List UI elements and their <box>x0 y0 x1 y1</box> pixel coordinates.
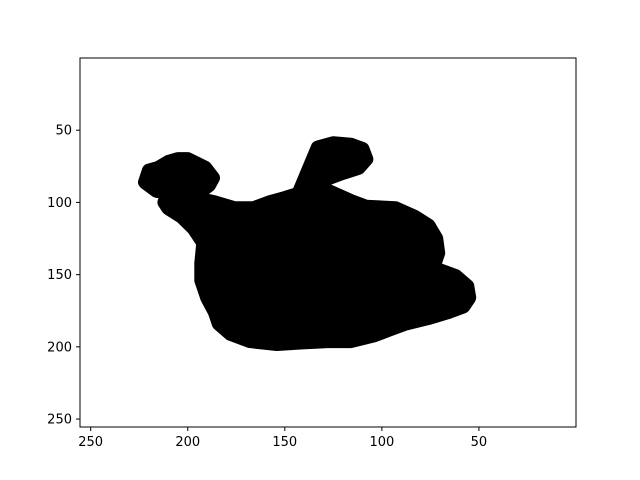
x-tick-label: 250 <box>78 435 103 450</box>
x-axis: 250 200 150 100 50 <box>78 427 487 450</box>
x-tick-label: 200 <box>175 435 200 450</box>
x-tick-label: 50 <box>471 435 488 450</box>
axes-frame <box>79 57 577 428</box>
y-tick-label: 100 <box>47 196 72 211</box>
x-tick-label: 100 <box>369 435 394 450</box>
y-tick-label: 250 <box>47 413 72 428</box>
plot-area <box>138 136 477 351</box>
x-tick-label: 150 <box>272 435 297 450</box>
y-axis: 50 100 150 200 250 <box>47 124 80 428</box>
y-tick-label: 200 <box>47 340 72 355</box>
y-tick-label: 150 <box>47 268 72 283</box>
y-tick-label: 50 <box>55 124 72 139</box>
bunny-silhouette-series-0 <box>138 136 477 351</box>
